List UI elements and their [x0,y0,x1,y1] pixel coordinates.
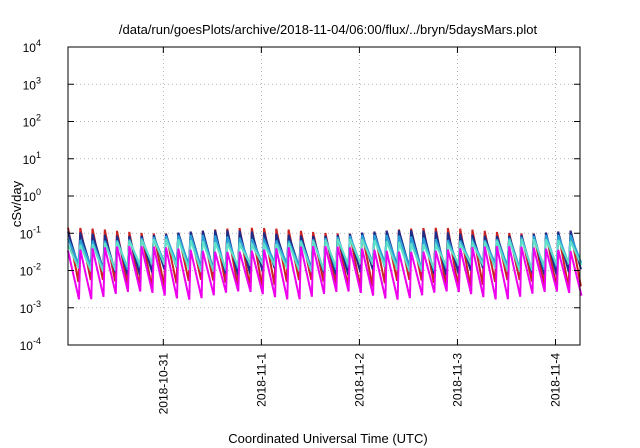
series-line [67,245,583,300]
x-tick-label: 2018-11-3 [450,353,464,407]
plot-frame [67,46,581,346]
y-tick-label: 10-2 [20,262,41,279]
y-tick-label: 10-4 [20,336,41,353]
y-tick-label: 100 [23,187,41,204]
x-tick-label: 2018-11-4 [548,353,562,407]
x-axis-label: Coordinated Universal Time (UTC) [228,431,427,446]
x-tick-label: 2018-11-1 [254,353,268,407]
y-axis-label: cSv/day [9,180,24,227]
y-tick-label: 10-1 [20,224,41,241]
y-tick-label: 104 [23,38,41,55]
x-tick-label: 2018-11-2 [352,353,366,407]
series-group [67,227,583,300]
grid-lines [68,47,580,345]
y-tick-label: 101 [23,150,41,167]
x-tick-labels: 2018-10-31 2018-11-1 2018-11-2 2018-11-3 201… [156,353,562,415]
chart-title: /data/run/goesPlots/archive/2018-11-04/0… [119,22,538,37]
y-tick-label: 102 [23,113,41,130]
y-tick-label: 10-3 [20,299,41,316]
y-tick-label: 103 [23,75,41,92]
y-tick-labels: 10-4 10-3 10-2 10-1 100 101 102 103 104 [20,38,41,353]
x-tick-label: 2018-10-31 [156,353,170,415]
